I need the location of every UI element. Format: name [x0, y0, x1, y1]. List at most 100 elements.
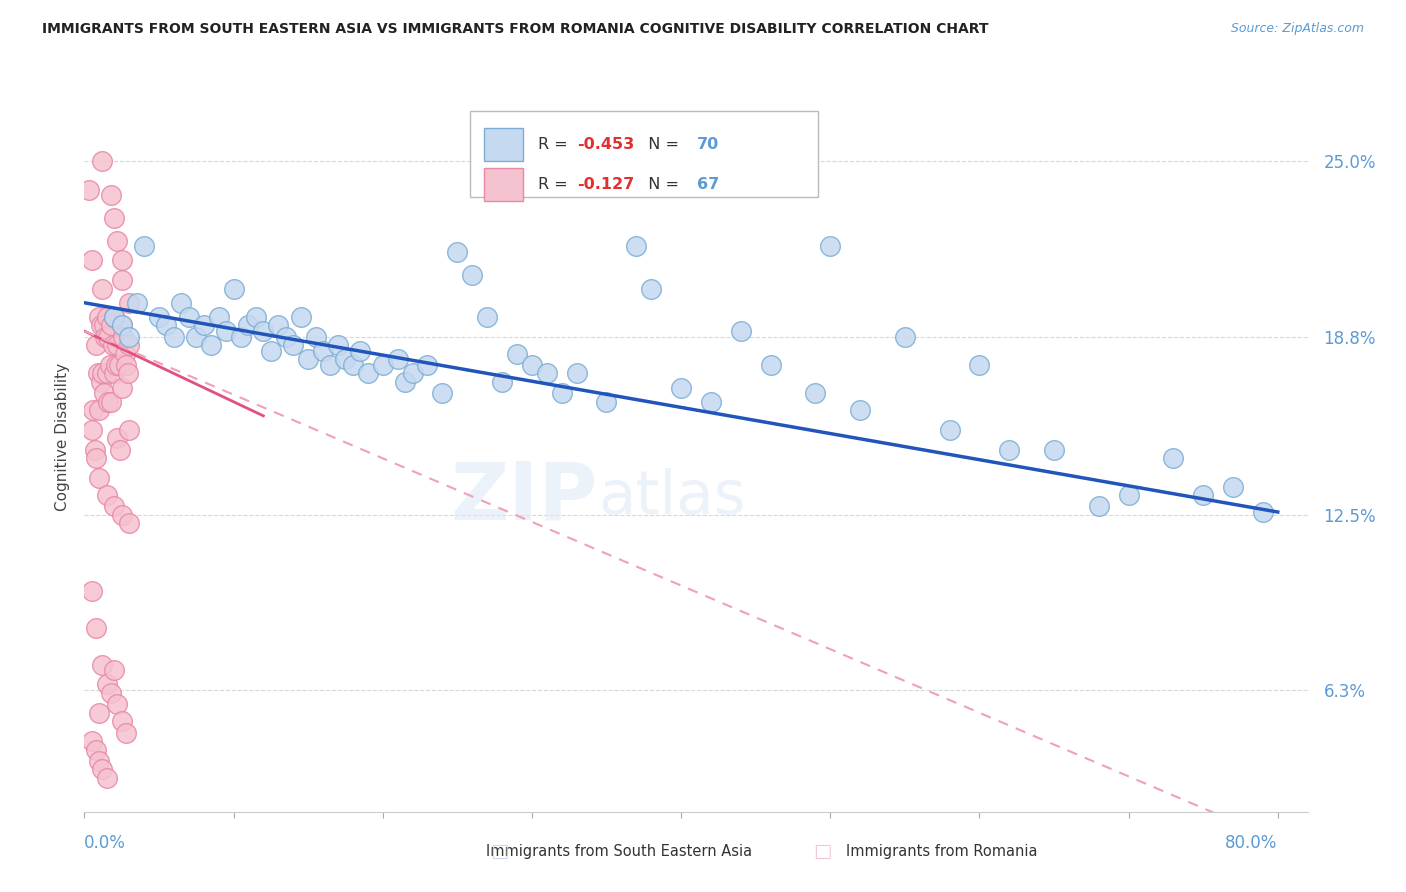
Point [401, 367, 423, 381]
Point [96, 310, 118, 324]
Bar [484, 128, 523, 161]
Point [349, 343, 371, 358]
Point [91, 282, 114, 296]
Point [394, 375, 416, 389]
Point [96, 367, 118, 381]
Point [96, 771, 118, 785]
Point [84, 621, 107, 635]
Text: N =: N = [638, 178, 685, 192]
Point [104, 358, 127, 372]
Point [91, 154, 114, 169]
Point [91, 762, 114, 776]
Point [80, 423, 103, 437]
Point [115, 358, 138, 372]
Point [238, 318, 260, 333]
Text: □: □ [489, 842, 509, 862]
Point [118, 423, 141, 437]
Point [103, 664, 125, 678]
Point [969, 358, 991, 372]
Point [80, 253, 103, 268]
Point [849, 403, 872, 417]
Point [387, 352, 409, 367]
Text: atlas: atlas [598, 467, 745, 526]
Point [100, 318, 122, 333]
Point [90, 375, 112, 389]
Point [111, 318, 134, 333]
Point [105, 338, 128, 352]
Point [87, 367, 110, 381]
Point [1163, 451, 1185, 466]
Point [84, 338, 107, 352]
Point [107, 358, 129, 372]
Point [80, 734, 103, 748]
Point [326, 338, 349, 352]
Point [1087, 500, 1109, 514]
Point [357, 367, 380, 381]
Point [229, 329, 252, 343]
Point [96, 488, 118, 502]
Point [105, 432, 128, 446]
Point [132, 239, 155, 253]
Point [111, 253, 134, 268]
Point [105, 234, 128, 248]
Point [1192, 488, 1215, 502]
Point [1251, 505, 1274, 519]
Point [111, 318, 134, 333]
Text: Immigrants from Romania: Immigrants from Romania [846, 845, 1038, 859]
Point [669, 381, 692, 395]
Point [125, 295, 148, 310]
Point [89, 706, 111, 720]
Point [274, 329, 297, 343]
Point [193, 318, 215, 333]
Point [118, 329, 141, 343]
Text: 67: 67 [697, 178, 720, 192]
Point [90, 318, 112, 333]
Point [1118, 488, 1140, 502]
Text: □: □ [813, 842, 832, 862]
Point [103, 500, 125, 514]
Point [100, 686, 122, 700]
Point [245, 310, 267, 324]
Point [98, 358, 121, 372]
Point [700, 394, 723, 409]
Point [595, 394, 617, 409]
Point [94, 329, 117, 343]
Text: IMMIGRANTS FROM SOUTH EASTERN ASIA VS IMMIGRANTS FROM ROMANIA COGNITIVE DISABILI: IMMIGRANTS FROM SOUTH EASTERN ASIA VS IM… [42, 22, 988, 37]
Point [155, 318, 177, 333]
Point [112, 329, 135, 343]
Point [565, 367, 588, 381]
Point [1043, 442, 1066, 457]
Point [111, 508, 134, 522]
Point [222, 282, 245, 296]
Point [105, 698, 128, 712]
Point [432, 386, 454, 401]
Text: R =: R = [538, 136, 574, 152]
Point [111, 714, 134, 729]
Point [89, 471, 111, 485]
Point [818, 239, 841, 253]
Point [101, 338, 124, 352]
Point [84, 742, 107, 756]
Bar [484, 168, 523, 201]
Point [938, 423, 960, 437]
Text: Source: ZipAtlas.com: Source: ZipAtlas.com [1230, 22, 1364, 36]
Point [312, 343, 335, 358]
Text: -0.127: -0.127 [578, 178, 634, 192]
Point [759, 358, 782, 372]
Text: -0.453: -0.453 [578, 136, 634, 152]
Point [89, 403, 111, 417]
Point [186, 329, 208, 343]
Point [115, 725, 138, 739]
Point [304, 329, 326, 343]
Point [111, 273, 134, 287]
Point [283, 338, 305, 352]
Text: Immigrants from South Eastern Asia: Immigrants from South Eastern Asia [485, 845, 752, 859]
Point [416, 358, 439, 372]
Point [804, 386, 827, 401]
Point [77, 183, 100, 197]
Point [148, 310, 170, 324]
Text: 70: 70 [697, 136, 720, 152]
Point [319, 358, 342, 372]
Point [461, 268, 484, 282]
Point [342, 358, 364, 372]
